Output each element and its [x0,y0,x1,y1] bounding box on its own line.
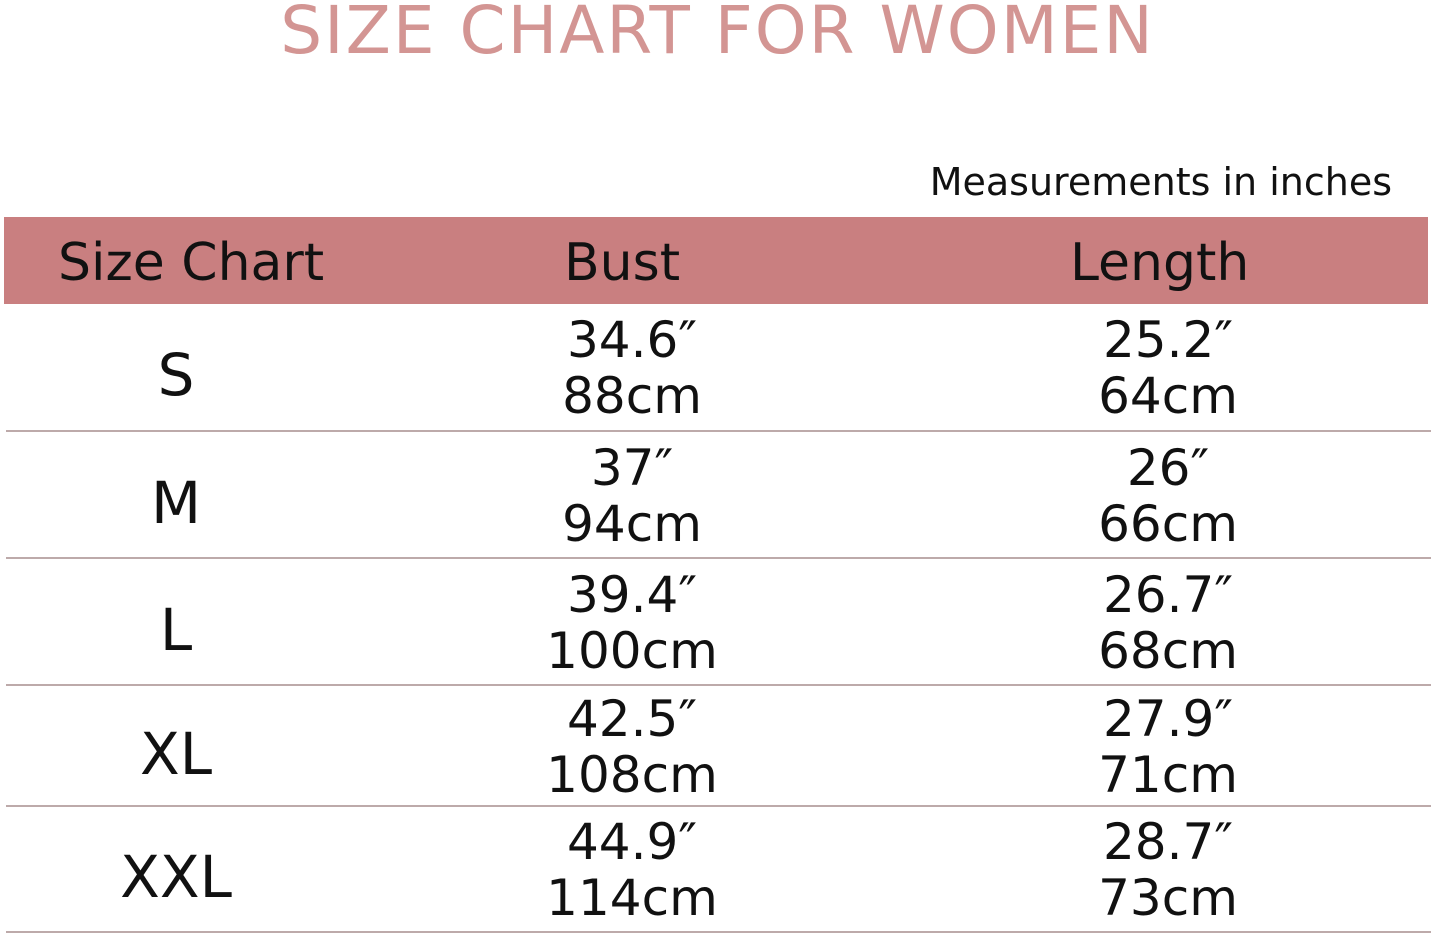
bust-cm: 94cm [562,494,702,553]
table-header: Size Chart Bust Length [4,217,1428,304]
bust-cm: 88cm [562,367,702,425]
size-label: M [150,468,202,537]
units-note: Measurements in inches [929,160,1392,204]
bust-value: 39.4″ 100cm [432,567,832,679]
bust-inches: 39.4″ [566,565,697,624]
length-cm: 64cm [1098,367,1238,425]
bust-cm: 108cm [546,745,718,804]
bust-inches: 37″ [590,438,674,497]
size-label: S [157,341,195,409]
length-cm: 71cm [1098,745,1238,804]
length-value: 26.7″ 68cm [968,567,1368,679]
bust-inches: 34.6″ [566,311,697,369]
bust-value: 44.9″ 114cm [432,814,832,926]
table-row: XL 42.5″ 108cm 27.9″ 71cm [6,686,1431,807]
header-length: Length [1070,233,1250,293]
table-row: L 39.4″ 100cm 26.7″ 68cm [6,559,1431,686]
length-cm: 73cm [1098,869,1238,927]
bust-value: 42.5″ 108cm [432,691,832,803]
length-inches: 26″ [1126,438,1210,497]
bust-inches: 42.5″ [566,689,697,748]
bust-value: 37″ 94cm [432,440,832,552]
bust-cm: 100cm [546,621,718,680]
size-label: XXL [120,843,232,911]
table-row: M 37″ 94cm 26″ 66cm [6,432,1431,559]
length-value: 28.7″ 73cm [968,814,1368,926]
length-value: 27.9″ 71cm [968,691,1368,803]
table-row: S 34.6″ 88cm 25.2″ 64cm [6,304,1431,432]
bust-inches: 44.9″ [566,813,697,871]
length-value: 25.2″ 64cm [968,312,1368,424]
bust-cm: 114cm [546,869,718,927]
header-bust: Bust [564,233,681,293]
size-label: XL [139,719,213,788]
size-label: L [159,595,193,664]
bust-value: 34.6″ 88cm [432,312,832,424]
header-size: Size Chart [58,233,325,293]
length-inches: 27.9″ [1102,689,1233,748]
chart-title: SIZE CHART FOR WOMEN [280,0,1155,69]
length-inches: 28.7″ [1102,813,1233,871]
table-row: XXL 44.9″ 114cm 28.7″ 73cm [6,807,1431,933]
length-cm: 66cm [1098,494,1238,553]
length-cm: 68cm [1098,621,1238,680]
length-inches: 26.7″ [1102,565,1233,624]
length-value: 26″ 66cm [968,440,1368,552]
length-inches: 25.2″ [1102,311,1233,369]
